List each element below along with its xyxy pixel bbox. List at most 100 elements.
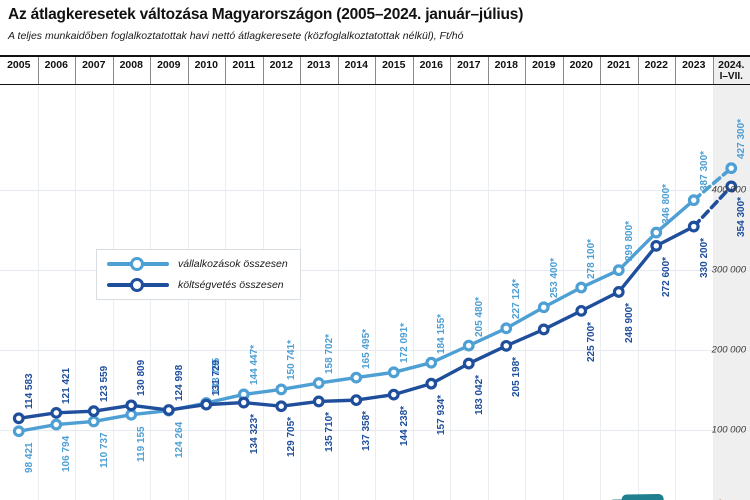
data-label: 330 200* — [698, 237, 710, 278]
data-label: 253 400* — [548, 258, 560, 299]
data-label: 387 300* — [698, 151, 710, 192]
data-point[interactable] — [312, 395, 325, 408]
year-header-2012[interactable]: 2012 — [263, 57, 301, 84]
year-header-2023[interactable]: 2023 — [675, 57, 713, 84]
data-point[interactable] — [87, 405, 100, 418]
data-point[interactable] — [162, 404, 175, 416]
data-point[interactable] — [387, 366, 400, 379]
year-sublabel: I–VII. — [719, 71, 743, 82]
series-line-dashed-0 — [691, 166, 734, 202]
data-label: 183 042* — [473, 374, 485, 415]
year-separator — [75, 57, 76, 84]
data-label: 158 702* — [323, 333, 335, 375]
data-point[interactable] — [350, 371, 363, 384]
vertical-gridline — [412, 85, 414, 500]
chart-legend: vállalkozások összesen költségvetés össz… — [96, 249, 301, 300]
vertical-gridline — [75, 85, 76, 500]
plot-area: vállalkozások összesen költségvetés össz… — [0, 85, 750, 500]
data-point[interactable] — [500, 339, 513, 352]
data-label: 124 264 — [173, 421, 185, 458]
data-point[interactable] — [612, 286, 625, 298]
vertical-gridline — [712, 85, 714, 500]
data-label: 119 155 — [136, 426, 148, 462]
data-point[interactable] — [125, 408, 138, 421]
year-header-2017[interactable]: 2017 — [450, 57, 488, 84]
year-header-2009[interactable]: 2009 — [150, 57, 188, 84]
data-label: 106 794 — [61, 435, 73, 472]
data-point[interactable] — [275, 383, 288, 396]
year-header-2007[interactable]: 2007 — [75, 57, 113, 84]
data-label: 172 091* — [398, 323, 410, 364]
year-separator — [225, 57, 226, 84]
data-label: 110 737 — [98, 432, 110, 469]
data-point[interactable] — [650, 239, 663, 252]
data-point[interactable] — [425, 356, 438, 369]
data-point[interactable] — [500, 322, 513, 335]
year-label: 2018 — [494, 59, 518, 71]
data-point[interactable] — [275, 400, 288, 413]
year-separator — [375, 57, 376, 84]
year-label: 2024. — [718, 59, 745, 71]
year-separator — [450, 57, 451, 84]
data-point[interactable] — [312, 377, 325, 389]
data-point[interactable] — [387, 388, 400, 401]
data-label: 144 238* — [398, 405, 410, 446]
data-label: 205 198* — [511, 356, 523, 397]
data-point[interactable] — [462, 339, 475, 352]
y-axis-tick-label: 200 000 — [711, 344, 746, 356]
data-point[interactable] — [537, 323, 550, 336]
horizontal-gridline — [0, 350, 750, 351]
data-point[interactable] — [537, 301, 550, 314]
data-point[interactable] — [462, 357, 475, 370]
year-label: 2012 — [269, 59, 293, 71]
data-point[interactable] — [50, 406, 63, 419]
year-header-2022[interactable]: 2022 — [638, 57, 676, 84]
data-point[interactable] — [87, 415, 100, 428]
year-separator — [487, 57, 489, 84]
data-point[interactable] — [725, 180, 738, 193]
data-point[interactable] — [575, 281, 588, 294]
year-header-2005[interactable]: 2005 — [0, 57, 38, 84]
year-separator — [600, 57, 601, 84]
data-point[interactable] — [200, 398, 213, 411]
year-separator — [525, 57, 526, 84]
series-lines — [12, 162, 738, 438]
data-point[interactable] — [12, 425, 25, 438]
data-point[interactable] — [687, 194, 700, 207]
data-label: 227 124* — [511, 279, 523, 320]
legend-swatch-line-icon — [107, 257, 169, 271]
data-point[interactable] — [125, 399, 138, 412]
year-label: 2008 — [119, 59, 143, 71]
data-point[interactable] — [350, 394, 363, 407]
data-point[interactable] — [612, 264, 625, 277]
data-point[interactable] — [575, 304, 588, 317]
year-header-2020[interactable]: 2020 — [563, 57, 601, 84]
year-header-2006[interactable]: 2006 — [38, 57, 76, 84]
year-header-2019[interactable]: 2019 — [525, 57, 563, 84]
year-header-2016[interactable]: 2016 — [413, 57, 451, 84]
year-header-2015[interactable]: 2015 — [375, 57, 413, 84]
year-header-2008[interactable]: 2008 — [113, 57, 151, 84]
data-label: 272 600* — [661, 256, 673, 297]
data-point[interactable] — [425, 377, 438, 390]
year-header-row: 2005 2006 2007 2008 2009 2010 2011 2012 2013 2014… — [0, 57, 750, 84]
legend-item-0[interactable]: vállalkozások összesen — [107, 257, 288, 271]
year-header-2014[interactable]: 2014 — [338, 57, 376, 84]
year-header-2013[interactable]: 2013 — [300, 57, 338, 84]
data-label: 130 809 — [136, 360, 148, 397]
data-point[interactable] — [650, 226, 663, 239]
year-header-2021[interactable]: 2021 — [600, 57, 638, 84]
y-axis-tick-label: 400 000 — [711, 184, 746, 196]
year-header-2018[interactable]: 2018 — [488, 57, 526, 84]
year-separator — [300, 57, 301, 84]
year-header-2010[interactable]: 2010 — [188, 57, 226, 84]
data-label: 427 300* — [736, 119, 748, 160]
data-point[interactable] — [725, 162, 738, 175]
data-point[interactable] — [237, 396, 250, 409]
legend-item-1[interactable]: költségvetés összesen — [107, 278, 288, 292]
data-point[interactable] — [12, 412, 25, 425]
data-point[interactable] — [50, 418, 63, 431]
year-header-2024[interactable]: 2024. I–VII. — [713, 57, 750, 84]
year-header-2011[interactable]: 2011 — [225, 57, 263, 84]
data-point[interactable] — [687, 220, 700, 233]
